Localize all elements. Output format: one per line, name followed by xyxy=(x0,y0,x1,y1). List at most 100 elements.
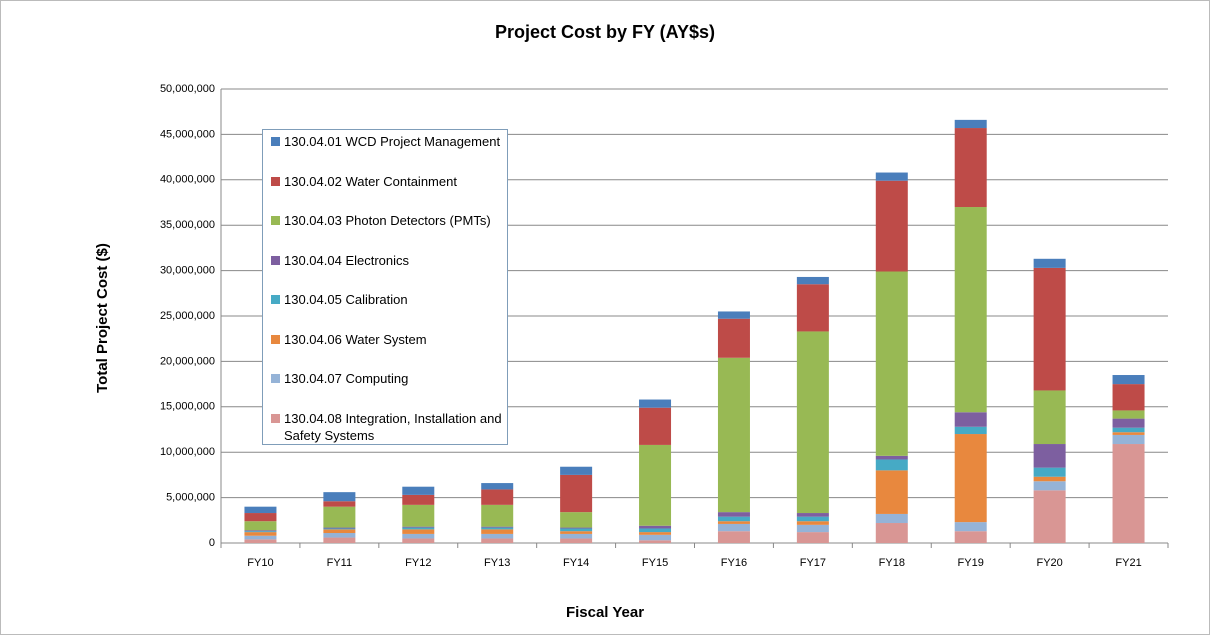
bar-segment xyxy=(875,459,908,471)
legend-swatch xyxy=(271,137,280,146)
bar-segment xyxy=(323,529,356,534)
x-axis-title: Fiscal Year xyxy=(566,604,644,621)
bar-segment xyxy=(639,444,672,526)
bar-segment xyxy=(1112,444,1145,543)
bar-segment xyxy=(717,531,750,543)
legend-swatch xyxy=(271,334,280,344)
bar-segment xyxy=(639,532,672,535)
y-tick-label: 40,000,000 xyxy=(160,174,215,186)
bar-segment xyxy=(481,483,514,490)
bar-segment xyxy=(402,533,435,539)
bar-segment xyxy=(639,540,672,543)
bar-segment xyxy=(244,539,277,543)
bar-segment xyxy=(244,531,277,533)
legend-label: 130.04.03 Photon Detectors (PMTs) xyxy=(284,213,491,228)
bar-segment xyxy=(796,513,829,517)
x-tick-label: FY15 xyxy=(642,557,668,569)
y-tick-label: 15,000,000 xyxy=(160,401,215,413)
x-tick-label: FY13 xyxy=(484,557,510,569)
bar-segment xyxy=(1033,481,1066,491)
bar-segment xyxy=(875,523,908,543)
bar-segment xyxy=(481,529,514,534)
x-tick-label: FY20 xyxy=(1036,557,1062,569)
bar-segment xyxy=(954,412,987,427)
bar-segment xyxy=(796,524,829,533)
bar-segment xyxy=(244,535,277,540)
legend-item: 130.04.02 Water Containment xyxy=(267,173,503,213)
bar-segment xyxy=(402,529,435,534)
bar-segment xyxy=(1112,375,1145,385)
bar-segment xyxy=(323,501,356,507)
bar-segment xyxy=(1033,444,1066,468)
bar-segment xyxy=(717,311,750,319)
bar-segment xyxy=(1033,258,1066,268)
bar-segment xyxy=(402,494,435,505)
bar-segment xyxy=(481,526,514,528)
y-tick-label: 45,000,000 xyxy=(160,128,215,140)
legend-swatch xyxy=(271,295,280,304)
bar-segment xyxy=(639,407,672,445)
bar-segment xyxy=(1112,410,1145,419)
bar-segment xyxy=(717,318,750,358)
bar-segment xyxy=(481,489,514,505)
bar-segment xyxy=(954,426,987,435)
bar-segment xyxy=(323,533,356,538)
y-tick-label: 25,000,000 xyxy=(160,310,215,322)
bar-segment xyxy=(560,528,593,532)
bar-segment xyxy=(402,527,435,530)
bar-segment xyxy=(560,531,593,534)
bar-segment xyxy=(402,538,435,543)
bar-segment xyxy=(954,522,987,532)
bar-segment xyxy=(560,533,593,539)
bar-segment xyxy=(323,537,356,543)
legend-item: 130.04.06 Water System xyxy=(267,331,503,371)
y-axis-title: Total Project Cost ($) xyxy=(94,243,111,393)
y-tick-label: 35,000,000 xyxy=(160,219,215,231)
x-tick-label: FY19 xyxy=(958,557,984,569)
bar-segment xyxy=(1112,432,1145,435)
x-tick-label: FY17 xyxy=(800,557,826,569)
bar-segment xyxy=(796,521,829,525)
bar-segment xyxy=(717,357,750,513)
y-tick-label: 5,000,000 xyxy=(166,492,215,504)
bar-segment xyxy=(244,532,277,536)
bar-segment xyxy=(402,526,435,528)
x-tick-label: FY21 xyxy=(1115,557,1141,569)
legend: 130.04.01 WCD Project Management 130.04.0… xyxy=(262,129,508,445)
bar-segment xyxy=(796,331,829,514)
x-tick-label: FY14 xyxy=(563,557,589,569)
legend-label: 130.04.02 Water Containment xyxy=(284,173,457,189)
bar-segment xyxy=(323,506,356,528)
bar-segment xyxy=(481,533,514,539)
bar-segment xyxy=(323,492,356,502)
bar-segment xyxy=(1112,384,1145,411)
bar-segment xyxy=(875,455,908,460)
legend-label: 130.04.06 Water System xyxy=(284,331,427,347)
x-tick-label: FY16 xyxy=(721,557,747,569)
bar-segment xyxy=(875,271,908,456)
x-tick-label: FY11 xyxy=(327,557,352,569)
bar-segment xyxy=(796,284,829,332)
bar-segment xyxy=(639,534,672,541)
bar-segment xyxy=(1112,427,1145,433)
bar-segment xyxy=(639,399,672,408)
bar-segment xyxy=(402,504,435,527)
y-tick-label: 20,000,000 xyxy=(160,355,215,367)
legend-item: 130.04.03 Photon Detectors (PMTs) xyxy=(267,212,503,252)
bar-segment xyxy=(1033,267,1066,391)
bar-segment xyxy=(481,527,514,530)
y-tick-label: 50,000,000 xyxy=(160,83,215,95)
bar-segment xyxy=(717,523,750,532)
bar-segment xyxy=(796,532,829,543)
legend-label: 130.04.01 WCD Project Management xyxy=(284,134,501,149)
legend-item: 130.04.05 Calibration xyxy=(267,291,503,331)
bar-segment xyxy=(560,527,593,529)
legend-item: 130.04.04 Electronics xyxy=(267,252,503,292)
bar-segment xyxy=(244,506,277,514)
y-tick-label: 30,000,000 xyxy=(160,265,215,277)
y-tick-label: 10,000,000 xyxy=(160,446,215,458)
bar-segment xyxy=(954,119,987,129)
bar-segment xyxy=(1112,434,1145,445)
bar-segment xyxy=(560,512,593,528)
